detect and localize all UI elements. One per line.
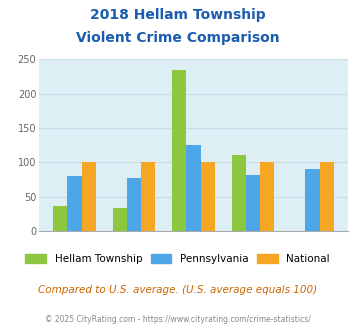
Bar <box>231 155 246 231</box>
Text: 2018 Hellam Township: 2018 Hellam Township <box>90 8 265 22</box>
Bar <box>82 162 96 231</box>
Bar <box>127 178 141 231</box>
Bar <box>172 70 186 231</box>
Bar <box>67 176 82 231</box>
Bar <box>53 206 67 231</box>
Bar <box>246 176 260 231</box>
Bar <box>305 169 320 231</box>
Bar <box>141 162 155 231</box>
Bar <box>113 208 127 231</box>
Bar <box>320 162 334 231</box>
Text: Compared to U.S. average. (U.S. average equals 100): Compared to U.S. average. (U.S. average … <box>38 285 317 295</box>
Legend: Hellam Township, Pennsylvania, National: Hellam Township, Pennsylvania, National <box>26 253 329 264</box>
Bar <box>186 145 201 231</box>
Text: Violent Crime Comparison: Violent Crime Comparison <box>76 31 279 45</box>
Bar <box>260 162 274 231</box>
Bar <box>201 162 215 231</box>
Text: © 2025 CityRating.com - https://www.cityrating.com/crime-statistics/: © 2025 CityRating.com - https://www.city… <box>45 315 310 324</box>
